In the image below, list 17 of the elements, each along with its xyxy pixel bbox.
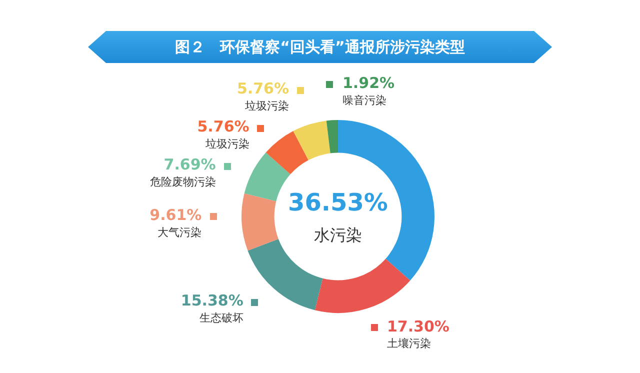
slice-label: 危险废物污染	[150, 175, 216, 188]
chart-title: 图２ 环保督察“回头看”通报所涉污染类型	[88, 31, 552, 63]
data-label: 5.76%	[236, 80, 289, 98]
slice-label: 土壤污染	[386, 337, 431, 350]
slice-label: 大气污染	[158, 226, 202, 239]
data-label: 1.92%	[342, 74, 395, 92]
slice-label: 水污染	[314, 226, 362, 245]
slice-label: 噪音污染	[342, 94, 386, 108]
slice-label: 垃圾污染	[244, 99, 289, 112]
slice-label: 生态破坏	[199, 311, 244, 324]
data-label: 9.61%	[150, 206, 202, 224]
data-label: 7.69%	[164, 156, 216, 174]
slice-label: 垃圾污染	[204, 137, 250, 150]
data-label: 15.38%	[180, 292, 244, 310]
data-label: 36.53%	[288, 188, 388, 217]
data-label: 17.30%	[386, 317, 450, 336]
data-label: 5.76%	[197, 118, 250, 136]
